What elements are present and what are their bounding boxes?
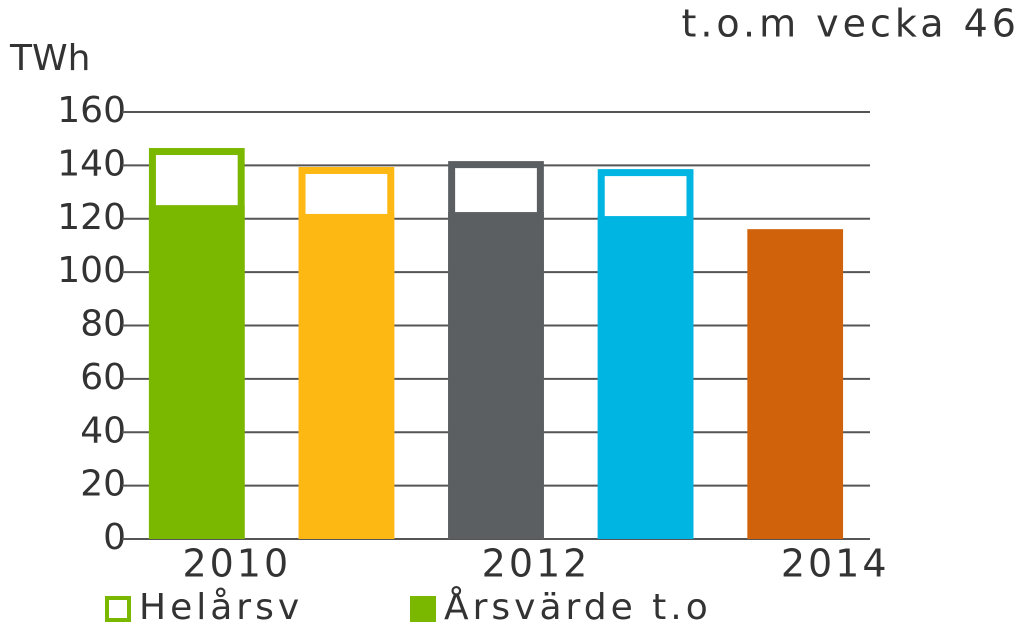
ytd-bar	[298, 213, 395, 540]
ytd-bar	[448, 212, 544, 539]
ytd-bar	[148, 205, 245, 539]
y-tick-label: 160	[57, 90, 126, 131]
x-tick-label: 2010	[182, 542, 291, 586]
ytd-bar	[747, 229, 844, 539]
y-tick-label: 40	[80, 410, 126, 451]
y-tick-label: 140	[57, 143, 126, 184]
y-tick-label: 80	[80, 304, 126, 345]
chart-title: t.o.m vecka 46	[681, 2, 1020, 46]
legend-swatch	[105, 596, 131, 622]
y-tick-label: 0	[103, 517, 126, 558]
legend-label: Helårsv	[139, 587, 303, 627]
legend-swatch	[410, 596, 436, 622]
x-tick-label: 2014	[781, 542, 890, 586]
y-tick-label: 100	[57, 250, 126, 291]
y-tick-label: 60	[80, 357, 126, 398]
y-axis-label: TWh	[9, 38, 90, 79]
x-tick-label: 2012	[482, 542, 591, 586]
ytd-bar	[597, 216, 694, 540]
legend-label: Årsvärde t.o	[444, 585, 712, 627]
y-tick-label: 120	[57, 197, 126, 238]
y-tick-label: 20	[80, 464, 126, 505]
